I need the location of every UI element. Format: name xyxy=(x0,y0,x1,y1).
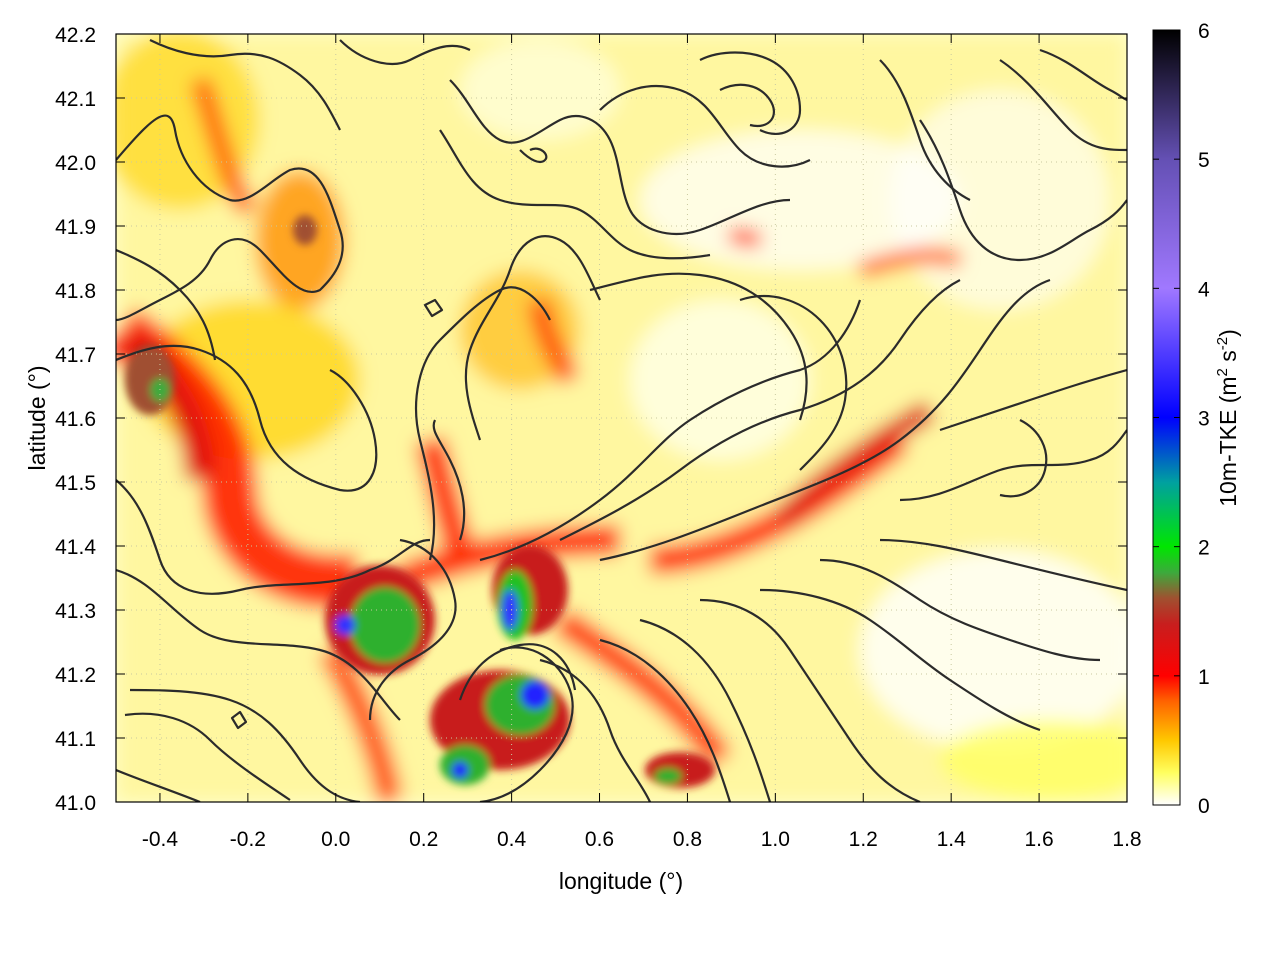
x-tick-label: -0.2 xyxy=(230,828,266,851)
y-tick-label: 41.1 xyxy=(55,728,96,751)
x-tick-label: 1.2 xyxy=(849,828,878,851)
y-tick-label: 41.5 xyxy=(55,472,96,495)
terrain-contours xyxy=(116,39,1127,802)
y-tick-label: 42.0 xyxy=(55,152,96,175)
colorbar-tick-label: 0 xyxy=(1198,795,1210,818)
y-tick-label: 42.2 xyxy=(55,24,96,47)
y-tick-label: 41.6 xyxy=(55,408,96,431)
y-axis: 42.2 42.1 42.0 41.9 41.8 41.7 41.6 41.5 41.4 41.3… xyxy=(55,24,1127,815)
colorbar-tick-label: 2 xyxy=(1198,537,1210,560)
x-tick-label: 0.0 xyxy=(321,828,350,851)
y-tick-label: 41.8 xyxy=(55,280,96,303)
colorbar-tick-label: 1 xyxy=(1198,666,1210,689)
x-tick-label: 1.4 xyxy=(937,828,967,851)
x-tick-label: 0.4 xyxy=(497,828,527,851)
x-tick-label: 0.8 xyxy=(673,828,702,851)
y-tick-label: 41.3 xyxy=(55,600,96,623)
colorbar-title: 10m-TKE (m2 s-2) xyxy=(1214,329,1241,507)
x-tick-label: 0.6 xyxy=(585,828,614,851)
y-tick-label: 41.0 xyxy=(55,792,96,815)
y-tick-label: 41.9 xyxy=(55,216,96,239)
colorbar-tick-label: 6 xyxy=(1198,20,1210,43)
y-tick-label: 41.2 xyxy=(55,664,96,687)
x-axis: -0.4 -0.2 0.0 0.2 0.4 0.6 0.8 1.0 1.2 1.4 1.6 1.8 xyxy=(142,34,1142,851)
x-tick-label: 0.2 xyxy=(409,828,438,851)
colorbar-tick-label: 4 xyxy=(1198,278,1210,301)
y-tick-label: 41.4 xyxy=(55,536,96,559)
y-tick-label: 42.1 xyxy=(55,88,96,111)
x-axis-title: longitude (°) xyxy=(559,868,683,894)
x-tick-label: 1.8 xyxy=(1112,828,1141,851)
y-axis-title: latitude (°) xyxy=(24,365,50,470)
colorbar-tick-label: 5 xyxy=(1198,149,1210,172)
x-tick-label: -0.4 xyxy=(142,828,179,851)
x-tick-label: 1.0 xyxy=(761,828,790,851)
colorbar-axis: 6 5 4 3 2 1 0 xyxy=(1153,20,1210,818)
y-tick-label: 41.7 xyxy=(55,344,96,367)
x-tick-label: 1.6 xyxy=(1024,828,1053,851)
colorbar-tick-label: 3 xyxy=(1198,408,1210,431)
